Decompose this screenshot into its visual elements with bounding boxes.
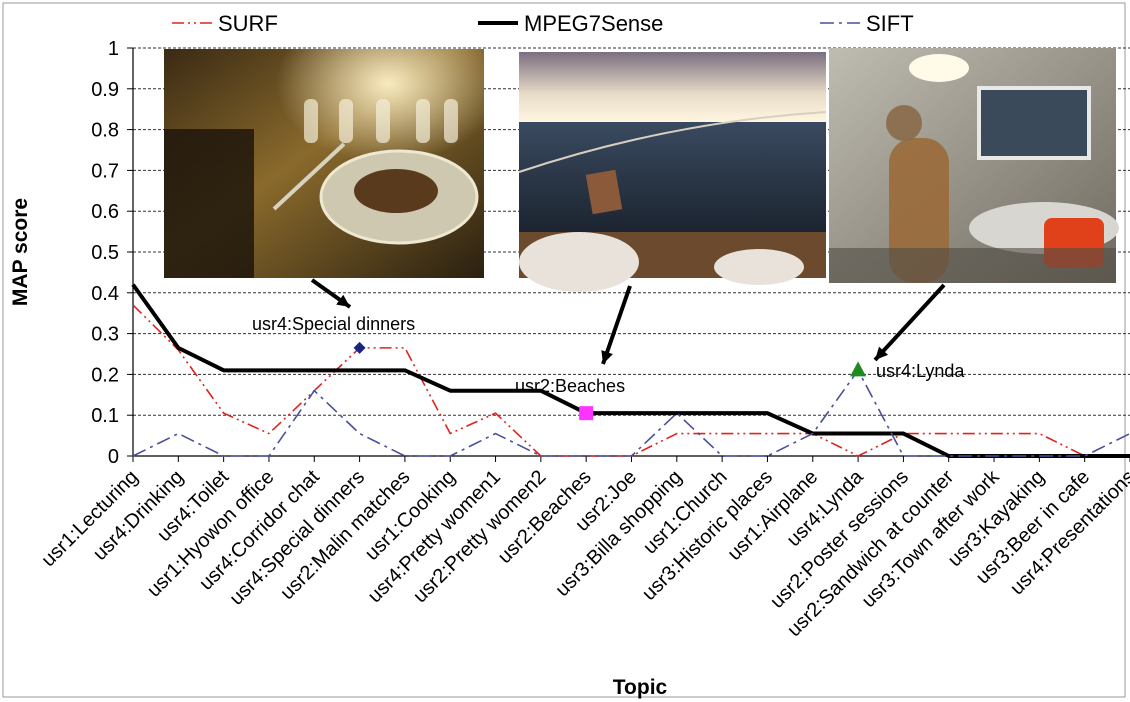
wine-glass (304, 99, 318, 143)
special-dinners-marker (353, 341, 366, 354)
blurred-head (886, 105, 922, 141)
series-line-sift (132, 369, 1130, 457)
legend-label: SIFT (866, 11, 914, 36)
legend-label: SURF (218, 11, 278, 36)
legend-label: MPEG7Sense (524, 11, 663, 36)
beaches-marker (579, 406, 594, 421)
floor (829, 248, 1116, 283)
window (977, 86, 1091, 160)
blurred-person (889, 138, 949, 283)
object-on-rock (585, 169, 623, 215)
knee-left (519, 232, 639, 292)
y-tick-label: 0.7 (91, 160, 119, 182)
annotation-label: usr4:Special dinners (252, 314, 415, 334)
annotation-label: usr2:Beaches (515, 376, 625, 396)
food (354, 169, 438, 213)
wine-glass (444, 99, 458, 143)
knife (272, 142, 346, 211)
annotation-label: usr4:Lynda (876, 361, 965, 381)
ceiling-light (909, 54, 969, 82)
arrow-beach-head (601, 350, 613, 364)
y-axis-title: MAP score (9, 198, 32, 306)
arrow-lynda (873, 283, 946, 362)
arrow-lynda-head (875, 346, 889, 360)
y-tick-label: 0.8 (91, 120, 119, 142)
annotation-layer: usr4:Special dinners usr2:Beaches usr4:Lyn… (252, 278, 965, 421)
y-tick-label: 0.5 (91, 242, 119, 264)
y-tick-label: 1 (108, 38, 119, 60)
lynda-marker (850, 361, 867, 377)
wine-glass (376, 99, 390, 143)
y-tick-label: 0.3 (91, 324, 119, 346)
arrow-beach (601, 285, 632, 365)
person-shadow (164, 129, 254, 278)
wine-glass (416, 99, 430, 143)
series-line-mpeg7sense (131, 283, 1130, 458)
y-tick-label: 0 (108, 446, 119, 468)
wine-glass (339, 99, 353, 143)
y-tick-label: 0.4 (91, 283, 119, 305)
y-tick-label: 0.6 (91, 201, 119, 223)
beach-photo (519, 52, 826, 122)
sea (519, 122, 826, 232)
y-tick-label: 0.9 (91, 79, 119, 101)
y-tick-label: 0.2 (91, 364, 119, 386)
arrow-dinner-head (336, 294, 350, 307)
x-axis-title: Topic (613, 676, 668, 699)
horizon (518, 111, 827, 173)
y-tick-label: 0.1 (91, 405, 119, 427)
photo-insets (164, 48, 1119, 292)
knee-right (714, 249, 804, 285)
